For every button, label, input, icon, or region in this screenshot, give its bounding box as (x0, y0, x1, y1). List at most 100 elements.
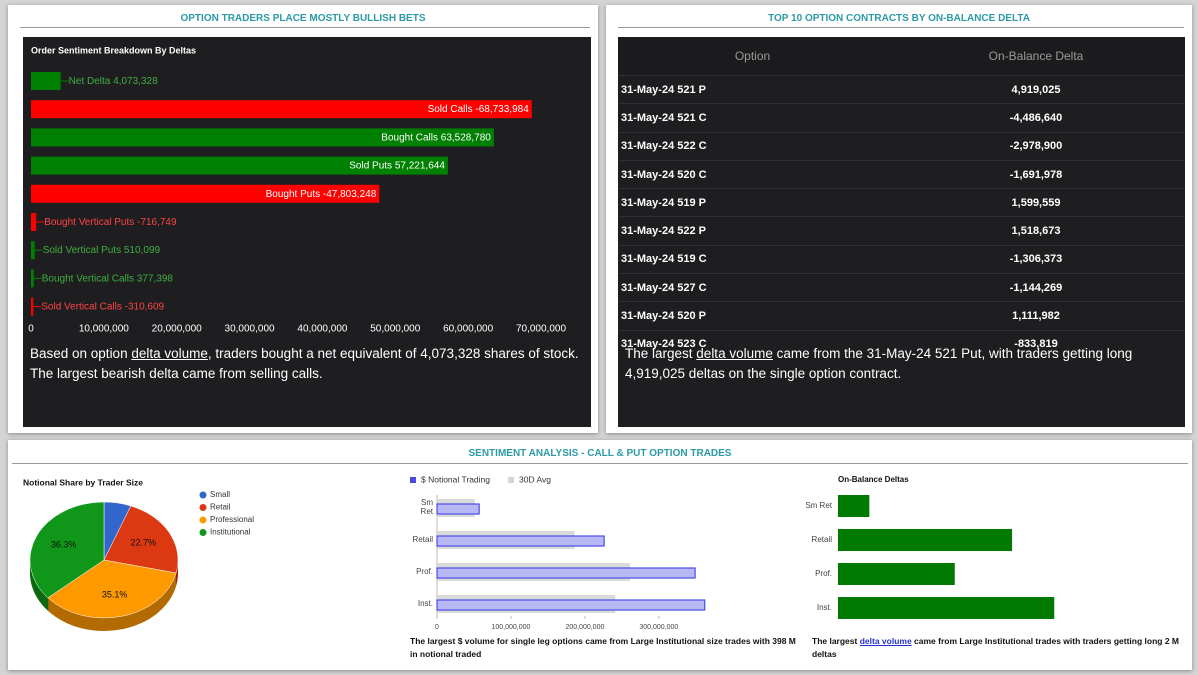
x-tick-label: 0 (435, 624, 439, 631)
bar (31, 213, 37, 231)
x-tick-label: 40,000,000 (297, 324, 347, 335)
cell: 1,518,673 (887, 216, 1185, 246)
table-row: 31-May-24 522 P 1,518,673 (618, 216, 1185, 246)
y-tick-label: Sm Ret (420, 498, 433, 516)
x-tick-label: 10,000,000 (79, 324, 129, 335)
table-row: 31-May-24 523 C -833,819 (618, 329, 1185, 358)
category: Sold Puts (349, 160, 392, 171)
header-row: Option On-Balance Delta (618, 37, 1185, 76)
bar (31, 72, 61, 90)
summary: Based on option delta volume, traders bo… (30, 344, 585, 384)
panel-title: TOP 10 OPTION CONTRACTS BY ON-BALANCE DE… (768, 13, 1030, 24)
bar-label: Bought Vertical Puts -716,749 (44, 217, 177, 228)
text: came from the 31-May-24 521 Put, with tr… (625, 346, 1133, 381)
table: Option On-Balance Delta 31-May-24 521 P 4,9… (618, 37, 1185, 358)
table-row: 31-May-24 527 C -1,144,269 (618, 273, 1185, 302)
bar (838, 597, 1055, 619)
legend-swatch (508, 477, 514, 483)
cell: 31-May-24 519 P (618, 188, 887, 217)
legend-label: Retail (210, 503, 231, 512)
text: The largest (812, 636, 860, 646)
note: The largest delta volume came from Large… (812, 635, 1187, 661)
link[interactable]: delta volume (859, 636, 912, 646)
cell: 31-May-24 520 P (618, 301, 887, 331)
legend-label: 30D Avg (519, 474, 551, 484)
cell: 1,599,559 (887, 188, 1185, 217)
panel: SENTIMENT ANALYSIS - CALL & PUT OPTION T… (8, 440, 1192, 670)
x-tick-label: 200,000,000 (565, 624, 604, 631)
y-tick-label: Retail (811, 535, 832, 544)
cell: 31-May-24 520 C (618, 159, 887, 189)
value-label: 377,398 (137, 273, 174, 284)
legend-swatch (199, 504, 207, 511)
cell: -833,819 (887, 329, 1185, 358)
bar-label: Bought Calls 63,528,780 (381, 132, 491, 143)
x-tick-label: 300,000,000 (639, 624, 678, 631)
bar-label: Sold Puts 57,221,644 (349, 160, 445, 171)
cell: 31-May-24 523 C (618, 329, 887, 358)
y-tick-label: Inst. (417, 599, 433, 608)
bar (31, 184, 380, 203)
legend-swatch (199, 516, 207, 524)
x-tick-label: 20,000,000 (152, 324, 202, 335)
cell: 31-May-24 519 C (618, 244, 887, 274)
text: came from Large Institutional trades wit… (812, 636, 1180, 659)
note: The largest $ volume for single leg opti… (410, 636, 796, 659)
legend-swatch (199, 491, 207, 499)
value-label: 57,221,644 (395, 160, 445, 171)
table-row: 31-May-24 520 P 1,111,982 (618, 301, 1185, 331)
text: Based on option (30, 346, 132, 361)
legend-swatch (199, 529, 207, 536)
summary: The largest delta volume came from the 3… (625, 344, 1175, 384)
panel-title: SENTIMENT ANALYSIS - CALL & PUT OPTION T… (468, 448, 732, 459)
value-label: -310,609 (125, 301, 165, 312)
chart-title: On-Balance Deltas (838, 475, 909, 484)
text: The largest (625, 346, 697, 361)
cell: 31-May-24 522 P (618, 216, 887, 246)
category: Bought Vertical Calls (42, 273, 134, 284)
bar (31, 241, 35, 260)
value-label: 4,073,328 (113, 76, 158, 87)
link[interactable]: delta volume (131, 346, 208, 361)
bar (436, 535, 605, 547)
table-row: 31-May-24 520 C -1,691,978 (618, 159, 1185, 189)
y-tick-label: Inst. (816, 603, 832, 612)
bar-label: Bought Puts -47,803,248 (266, 188, 377, 199)
category: Net Delta (69, 76, 111, 87)
bar (31, 128, 494, 147)
value-label: 510,099 (124, 245, 161, 256)
cell: -1,691,978 (887, 159, 1185, 189)
bar (31, 297, 34, 316)
pie-slice (29, 501, 105, 599)
category: Sold Vertical Calls (41, 301, 122, 312)
value-label: -68,733,984 (475, 104, 529, 115)
bar (436, 567, 696, 579)
bar-label: Sold Vertical Puts 510,099 (43, 245, 161, 256)
category: Bought Calls (381, 132, 438, 143)
text: , traders bought a net equivalent of 4,0… (30, 346, 579, 381)
chart-title: Order Sentiment Breakdown By Deltas (31, 45, 196, 55)
value-label: -47,803,248 (323, 188, 377, 199)
category: Bought Puts (266, 188, 320, 199)
value-label: -716,749 (137, 217, 177, 228)
cell: 31-May-24 527 C (618, 273, 887, 302)
bar (436, 503, 480, 515)
cell: 31-May-24 521 P (618, 74, 887, 104)
y-tick-label: Prof. (416, 567, 433, 576)
link[interactable]: delta volume (696, 346, 773, 361)
table-row: 31-May-24 521 P 4,919,025 (618, 74, 1185, 104)
x-tick-label: 50,000,000 (370, 324, 420, 335)
bar-label: Sold Vertical Calls -310,609 (41, 301, 164, 312)
bar (838, 563, 955, 585)
cell: 4,919,025 (887, 74, 1185, 104)
x-tick-label: 70,000,000 (516, 324, 566, 335)
bar-label: Sold Calls -68,733,984 (428, 104, 530, 115)
bar-label: Bought Vertical Calls 377,398 (42, 273, 174, 284)
legend-swatch (410, 477, 416, 483)
bar (436, 599, 706, 611)
value-label: 36.3% (51, 539, 77, 549)
bar (31, 269, 34, 288)
legend-label: $ Notional Trading (421, 474, 490, 484)
legend-label: Professional (210, 515, 254, 524)
